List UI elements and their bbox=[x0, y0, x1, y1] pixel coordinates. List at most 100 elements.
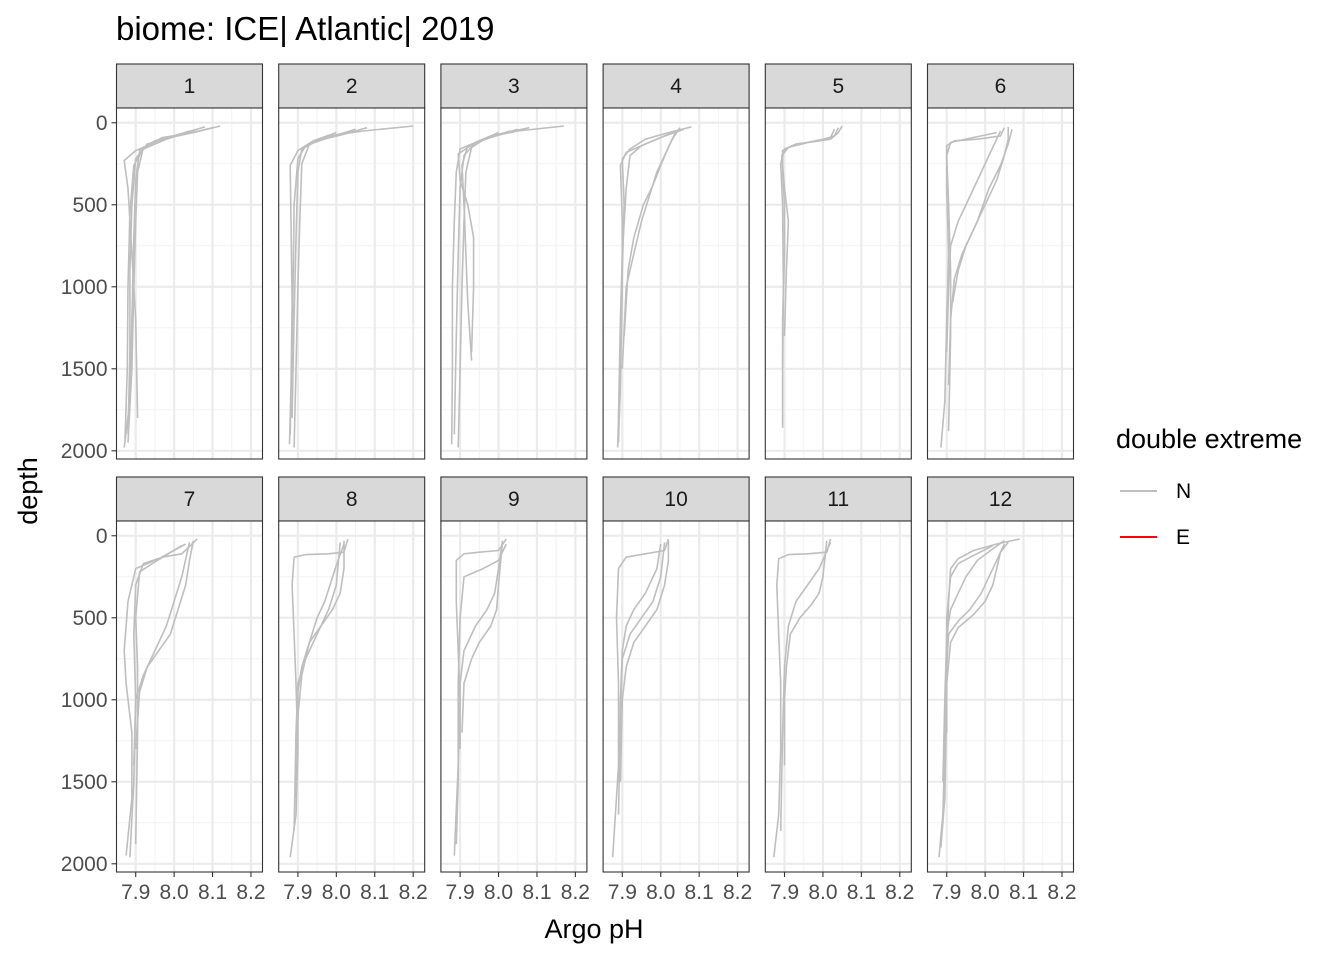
panel-background bbox=[116, 108, 263, 459]
profile-line bbox=[455, 543, 507, 845]
panel-border bbox=[602, 107, 750, 460]
profile-lines bbox=[450, 125, 564, 448]
panel-background bbox=[278, 108, 425, 459]
profile-line bbox=[940, 544, 994, 848]
profile-lines bbox=[123, 125, 221, 448]
profile-lines bbox=[288, 125, 414, 448]
facet-strip-label: 11 bbox=[827, 488, 849, 511]
x-tick-label: 8.1 bbox=[847, 881, 876, 904]
profile-line bbox=[781, 128, 836, 337]
panel-border bbox=[440, 107, 588, 460]
panel-grid bbox=[603, 521, 750, 872]
x-tick-label: 7.9 bbox=[608, 881, 637, 904]
profile-line bbox=[617, 131, 673, 443]
x-tick-label: 7.9 bbox=[446, 881, 475, 904]
x-tick-label: 7.9 bbox=[283, 881, 312, 904]
facet-strip bbox=[602, 476, 750, 522]
panel-background bbox=[765, 108, 912, 459]
panel-background bbox=[603, 108, 750, 459]
panel-border bbox=[115, 107, 264, 460]
profile-line bbox=[951, 129, 1013, 304]
profile-line bbox=[134, 540, 195, 750]
profile-line bbox=[288, 131, 337, 445]
x-tick-label: 8.0 bbox=[971, 881, 1000, 904]
legend: double extreme NE bbox=[1116, 424, 1302, 549]
x-tick-label: 8.1 bbox=[685, 881, 714, 904]
profile-line bbox=[619, 540, 670, 782]
panel-border bbox=[278, 107, 426, 460]
x-tick-label: 8.0 bbox=[322, 881, 351, 904]
profile-line bbox=[617, 543, 662, 782]
panel-border bbox=[926, 107, 1075, 460]
facet-strip-label: 10 bbox=[664, 488, 687, 511]
facet-panel-3: 3 bbox=[440, 63, 588, 460]
facet-strip bbox=[764, 63, 912, 109]
panel-border bbox=[440, 520, 588, 873]
x-tick-label: 8.2 bbox=[236, 881, 265, 904]
panel-background bbox=[765, 521, 912, 872]
profile-line bbox=[123, 130, 190, 419]
y-axis-title: depth bbox=[13, 457, 43, 525]
y-tick-label: 500 bbox=[72, 607, 107, 630]
facet-strip-label: 12 bbox=[989, 488, 1012, 511]
panel-grid bbox=[440, 108, 587, 459]
facet-panel-10: 10 7.9 8.0 8.1 8.2 bbox=[602, 476, 752, 904]
y-tick-label: 1500 bbox=[61, 771, 108, 794]
x-tick-label: 8.2 bbox=[399, 881, 428, 904]
facet-strip bbox=[602, 63, 750, 109]
facet-panel-7: 7 0 500 1000 1500 2000 7.9 8.0 8.1 8.2 bbox=[61, 476, 266, 904]
profile-line bbox=[944, 541, 1009, 766]
legend-label: N bbox=[1176, 480, 1191, 503]
profile-line bbox=[293, 542, 341, 832]
facet-strip-label: 5 bbox=[832, 75, 844, 98]
profile-lines bbox=[779, 125, 843, 428]
panel-border bbox=[926, 520, 1075, 873]
panel-background bbox=[278, 521, 425, 872]
panel-background bbox=[116, 521, 263, 872]
profile-line bbox=[457, 131, 499, 353]
facet-panel-1: 1 0 500 1000 1500 2000 bbox=[61, 63, 264, 463]
profile-line bbox=[773, 538, 832, 858]
panel-border bbox=[115, 520, 264, 873]
x-tick-label: 8.1 bbox=[198, 881, 227, 904]
x-axis-title: Argo pH bbox=[544, 914, 643, 944]
profile-line bbox=[945, 131, 997, 432]
legend-entry-E: E bbox=[1120, 526, 1190, 549]
profile-line bbox=[611, 538, 670, 858]
facet-panel-2: 2 bbox=[278, 63, 426, 460]
x-tick-label: 8.2 bbox=[561, 881, 590, 904]
panel-background bbox=[440, 521, 587, 872]
panel-border bbox=[764, 107, 912, 460]
panel-border bbox=[602, 520, 750, 873]
facet-panel-11: 11 7.9 8.0 8.1 8.2 bbox=[764, 476, 914, 904]
x-tick-label: 8.2 bbox=[1047, 881, 1076, 904]
panel-grid bbox=[116, 108, 263, 459]
x-tick-label: 7.9 bbox=[932, 881, 961, 904]
panel-grid bbox=[765, 108, 912, 459]
y-tick-label: 0 bbox=[96, 112, 108, 135]
x-tick-label: 8.1 bbox=[1009, 881, 1038, 904]
profile-line bbox=[291, 126, 368, 419]
y-tick-label: 1500 bbox=[61, 358, 108, 381]
facet-strip-label: 2 bbox=[346, 75, 358, 98]
x-tick-label: 8.0 bbox=[808, 881, 837, 904]
panel-border bbox=[764, 520, 912, 873]
x-tick-label: 8.2 bbox=[885, 881, 914, 904]
profile-lines bbox=[940, 126, 1013, 448]
facet-strip-label: 6 bbox=[995, 75, 1007, 98]
profile-line bbox=[295, 543, 345, 799]
profile-line bbox=[783, 540, 828, 766]
facet-strip-label: 1 bbox=[184, 75, 196, 98]
y-tick-label: 2000 bbox=[61, 853, 108, 876]
x-tick-label: 8.0 bbox=[484, 881, 513, 904]
x-tick-label: 8.1 bbox=[522, 881, 551, 904]
x-tick-label: 7.9 bbox=[121, 881, 150, 904]
profile-line bbox=[134, 544, 183, 845]
facet-panel-8: 8 7.9 8.0 8.1 8.2 bbox=[278, 476, 428, 904]
panel-grid bbox=[927, 521, 1074, 872]
facet-strip bbox=[115, 476, 264, 522]
profile-lines bbox=[938, 538, 1020, 858]
y-tick-label: 500 bbox=[72, 194, 107, 217]
